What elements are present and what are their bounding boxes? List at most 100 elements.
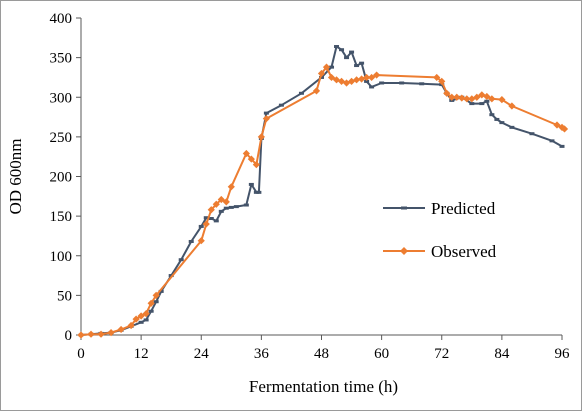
data-point-observed: [458, 94, 466, 102]
data-point-predicted: [168, 274, 174, 278]
data-point-observed: [337, 77, 346, 85]
data-point-observed: [197, 237, 205, 245]
data-point-predicted: [228, 205, 234, 209]
data-point-observed: [312, 87, 321, 95]
y-tick-label: 150: [50, 209, 73, 225]
data-point-predicted: [369, 85, 375, 89]
x-tick-label: 84: [494, 346, 510, 362]
legend-marker-observed: [400, 247, 408, 255]
data-point-predicted: [148, 309, 154, 313]
data-point-observed: [352, 76, 361, 84]
data-point-predicted: [233, 205, 239, 209]
data-point-observed: [473, 93, 481, 101]
data-point-observed: [87, 330, 95, 338]
data-point-predicted: [153, 300, 159, 304]
data-point-observed: [97, 330, 105, 338]
legend-item-observed: Observed: [383, 242, 497, 261]
data-point-predicted: [319, 75, 324, 79]
legend-label-observed: Observed: [431, 242, 497, 261]
data-point-observed: [373, 71, 381, 79]
data-point-predicted: [278, 103, 284, 107]
x-tick-label: 24: [194, 346, 210, 362]
data-point-predicted: [256, 190, 262, 194]
x-tick-label: 60: [374, 346, 389, 362]
data-point-predicted: [213, 219, 219, 223]
data-point-observed: [127, 321, 135, 330]
data-point-observed: [152, 291, 160, 299]
data-point-observed: [257, 133, 265, 141]
data-point-observed: [222, 198, 230, 206]
data-point-predicted: [138, 320, 144, 324]
data-point-predicted: [339, 48, 345, 52]
data-point-observed: [498, 96, 506, 104]
data-point-predicted: [143, 318, 149, 322]
series-layer: [77, 45, 569, 339]
data-point-observed: [443, 89, 451, 97]
data-point-observed: [262, 115, 270, 123]
data-point-predicted: [203, 216, 209, 220]
data-point-observed: [553, 121, 561, 129]
data-point-predicted: [218, 209, 224, 213]
data-point-predicted: [364, 79, 370, 83]
data-point-predicted: [529, 132, 535, 136]
data-point-observed: [453, 93, 461, 101]
x-tick-label: 48: [314, 346, 329, 362]
data-point-predicted: [354, 64, 360, 68]
data-point-predicted: [479, 102, 485, 106]
data-point-observed: [217, 195, 225, 204]
legend-item-predicted: Predicted: [383, 199, 496, 218]
data-point-observed: [438, 77, 446, 85]
series-observed: [77, 63, 569, 339]
x-tick-label: 12: [134, 346, 149, 362]
data-point-predicted: [298, 91, 304, 95]
data-point-observed: [207, 206, 215, 214]
data-point-observed: [227, 183, 235, 191]
data-point-predicted: [188, 239, 194, 243]
data-point-predicted: [494, 117, 500, 121]
data-point-predicted: [509, 125, 515, 129]
data-point-predicted: [243, 203, 249, 207]
data-point-observed: [322, 63, 331, 71]
data-point-observed: [488, 95, 496, 103]
data-point-observed: [142, 310, 150, 318]
x-tick-label: 0: [77, 346, 85, 362]
data-point-predicted: [178, 258, 184, 262]
data-point-predicted: [349, 50, 355, 54]
data-point-predicted: [198, 224, 204, 228]
data-point-observed: [212, 200, 220, 208]
legend-label-predicted: Predicted: [431, 199, 496, 218]
y-tick-label: 400: [50, 11, 73, 27]
x-tick-label: 96: [555, 346, 571, 362]
data-point-predicted: [158, 289, 164, 293]
data-point-predicted: [223, 206, 229, 210]
data-point-observed: [247, 155, 255, 163]
data-point-predicted: [484, 99, 490, 103]
data-point-predicted: [208, 217, 214, 221]
data-point-observed: [77, 331, 85, 339]
data-point-observed: [242, 149, 250, 158]
data-point-observed: [202, 220, 210, 228]
x-axis: 0 12 24 36 48 60 72 84 96: [77, 334, 571, 362]
data-point-observed: [448, 93, 456, 101]
data-point-predicted: [549, 139, 555, 143]
data-point-predicted: [329, 65, 335, 69]
data-point-predicted: [559, 144, 565, 148]
y-tick-label: 200: [50, 170, 73, 186]
data-point-predicted: [344, 56, 350, 60]
data-point-predicted: [419, 82, 425, 86]
data-point-observed: [342, 79, 351, 87]
legend-marker-predicted: [401, 206, 407, 210]
data-point-observed: [317, 69, 326, 78]
data-point-predicted: [399, 81, 405, 85]
series-line-predicted: [80, 45, 563, 336]
y-tick-label: 100: [50, 249, 73, 265]
x-axis-title: Fermentation time (h): [249, 377, 398, 396]
data-point-observed: [132, 315, 140, 323]
x-tick-label: 36: [254, 346, 270, 362]
data-point-predicted: [499, 121, 505, 125]
data-point-observed: [147, 299, 155, 307]
data-point-observed: [560, 125, 569, 133]
y-axis-title: OD 600nm: [6, 138, 25, 214]
x-tick-label: 72: [434, 346, 449, 362]
